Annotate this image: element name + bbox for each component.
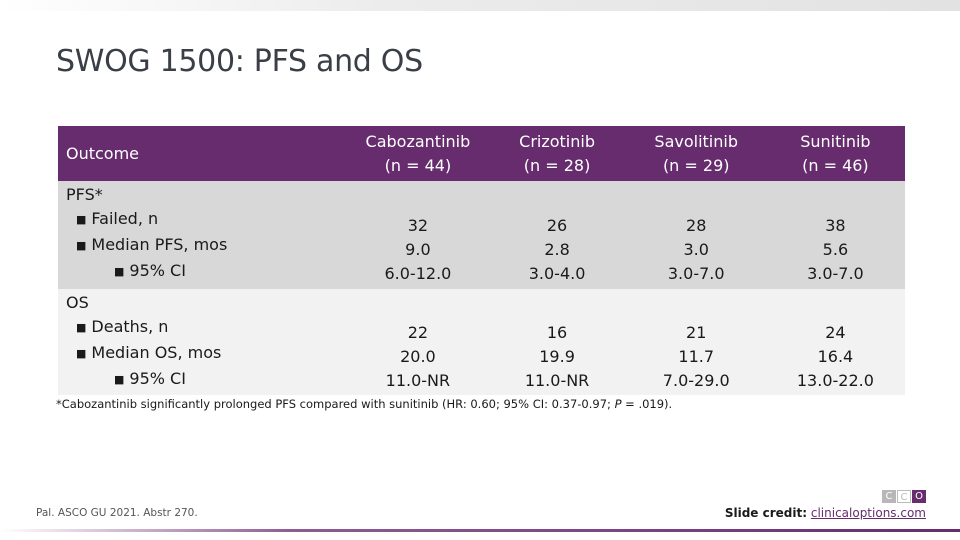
cell-value: 3.0-7.0: [667, 264, 725, 283]
value-cell: 21 11.7 7.0-29.0: [626, 289, 766, 395]
row-label: OS: [66, 293, 89, 312]
cell-value: 19.9: [539, 347, 575, 366]
cell-value: 22: [407, 323, 429, 342]
cell-value: 16: [546, 323, 568, 342]
cell-value: 13.0-22.0: [796, 371, 874, 390]
value-cell: 22 20.0 11.0-NR: [348, 289, 488, 395]
slide-credit: Slide credit: clinicaloptions.com: [725, 506, 926, 520]
column-header: Crizotinib (n = 28): [487, 126, 627, 181]
bottom-decorative-rule: [0, 529, 960, 532]
row-subsublabel: ■ 95% CI: [114, 261, 186, 280]
column-n: (n = 28): [523, 155, 591, 175]
cell-value: 11.0-NR: [524, 371, 590, 390]
value-cell: 24 16.4 13.0-22.0: [765, 289, 905, 395]
outcome-header: Outcome: [58, 126, 349, 181]
column-header: Savolitinib (n = 29): [626, 126, 766, 181]
credit-link[interactable]: clinicaloptions.com: [810, 506, 926, 520]
bullet-icon: ■: [76, 213, 87, 226]
cell-value: 16.4: [817, 347, 854, 366]
value-cell: 32 9.0 6.0-12.0: [348, 181, 488, 289]
column-header: Sunitinib (n = 46): [765, 126, 905, 181]
outcomes-table: Outcome Cabozantinib (n = 44) Crizotinib…: [58, 126, 905, 395]
logo-letter: C: [897, 490, 911, 503]
bullet-icon: ■: [114, 373, 125, 386]
row-subsublabel: ■ 95% CI: [114, 369, 186, 388]
credit-label: Slide credit:: [724, 506, 808, 520]
cell-value: 11.7: [678, 347, 715, 366]
logo-letter: O: [912, 490, 926, 503]
cell-value: 26: [546, 216, 568, 235]
footnote: *Cabozantinib significantly prolonged PF…: [56, 397, 673, 411]
value-cell: 16 19.9 11.0-NR: [487, 289, 627, 395]
column-n: (n = 44): [384, 155, 452, 175]
row-label: PFS*: [66, 185, 103, 204]
citation: Pal. ASCO GU 2021. Abstr 270.: [36, 507, 198, 519]
value-cell: 38 5.6 3.0-7.0: [765, 181, 905, 289]
bullet-icon: ■: [76, 321, 87, 334]
cell-value: 3.0-4.0: [528, 264, 586, 283]
cell-value: 9.0: [405, 240, 431, 259]
cco-logo: C C O: [881, 490, 926, 503]
value-cell: 26 2.8 3.0-4.0: [487, 181, 627, 289]
row-label-cell: OS ■ Deaths, n ■ Median OS, mos ■ 95% CI: [58, 289, 349, 395]
bullet-icon: ■: [114, 265, 125, 278]
cell-value: 2.8: [544, 240, 570, 259]
cell-value: 6.0-12.0: [384, 264, 452, 283]
bullet-icon: ■: [76, 239, 87, 252]
table-row-pfs: PFS* ■ Failed, n ■ Median PFS, mos ■ 95% CI…: [58, 181, 905, 289]
column-header: Cabozantinib (n = 44): [348, 126, 488, 181]
column-name: Sunitinib: [800, 131, 871, 151]
cell-value: 3.0-7.0: [807, 264, 864, 283]
table-row-os: OS ■ Deaths, n ■ Median OS, mos ■ 95% CI 22…: [58, 289, 905, 395]
cell-value: 20.0: [400, 347, 436, 366]
cell-value: 32: [407, 216, 429, 235]
table-header-row: Outcome Cabozantinib (n = 44) Crizotinib…: [58, 126, 905, 181]
value-cell: 28 3.0 3.0-7.0: [626, 181, 766, 289]
top-decorative-rule: [0, 0, 960, 11]
cell-value: 38: [825, 216, 846, 235]
row-sublabel: ■ Deaths, n: [76, 317, 169, 336]
cell-value: 24: [825, 323, 846, 342]
row-sublabel: ■ Median PFS, mos: [76, 235, 228, 254]
column-name: Savolitinib: [654, 131, 738, 151]
column-n: (n = 29): [662, 155, 730, 175]
cell-value: 5.6: [822, 240, 849, 259]
row-sublabel: ■ Median OS, mos: [76, 343, 222, 362]
column-n: (n = 46): [802, 155, 869, 175]
slide-title: SWOG 1500: PFS and OS: [56, 44, 423, 79]
column-name: Cabozantinib: [365, 131, 471, 151]
cell-value: 21: [686, 323, 707, 342]
cell-value: 11.0-NR: [385, 371, 451, 390]
logo-letter: C: [882, 490, 896, 503]
row-label-cell: PFS* ■ Failed, n ■ Median PFS, mos ■ 95% CI: [58, 181, 349, 289]
row-sublabel: ■ Failed, n: [76, 209, 159, 228]
column-name: Crizotinib: [519, 131, 595, 151]
cell-value: 3.0: [683, 240, 709, 259]
cell-value: 7.0-29.0: [662, 371, 730, 390]
cell-value: 28: [686, 216, 707, 235]
bullet-icon: ■: [76, 347, 87, 360]
